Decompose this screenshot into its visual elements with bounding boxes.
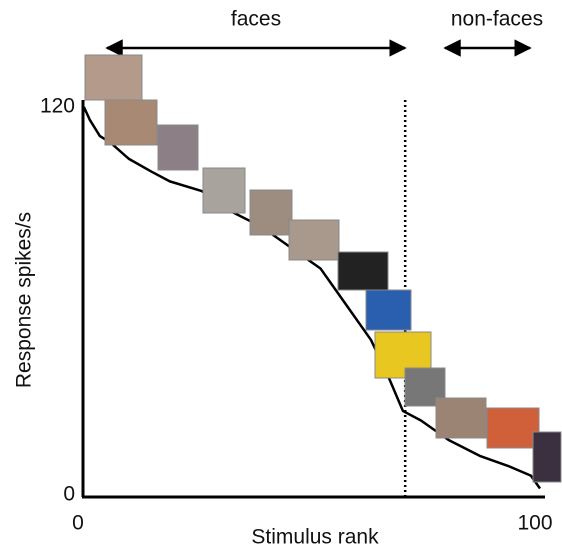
thumbnail: [486, 407, 540, 449]
thumbnail: [365, 289, 412, 331]
faces-label: faces: [231, 8, 281, 31]
non-faces-label: non-faces: [451, 8, 543, 31]
thumbnail: [288, 219, 340, 261]
x-axis-label: Stimulus rank: [251, 526, 379, 549]
y-tick-label: 0: [63, 483, 75, 506]
x-tick-label: 0: [72, 512, 84, 535]
thumbnail: [249, 189, 293, 236]
thumbnail: [202, 167, 246, 214]
stimulus-thumbnails: [84, 54, 562, 483]
thumbnail: [337, 251, 389, 291]
thumbnail: [532, 431, 562, 483]
y-axis-label: Response spikes/s: [13, 212, 36, 388]
thumbnail: [104, 99, 158, 146]
thumbnail: [157, 124, 199, 171]
y-tick-label: 120: [40, 95, 75, 118]
x-tick-label: 100: [517, 512, 552, 535]
thumbnail: [84, 54, 143, 101]
thumbnail: [435, 397, 487, 439]
